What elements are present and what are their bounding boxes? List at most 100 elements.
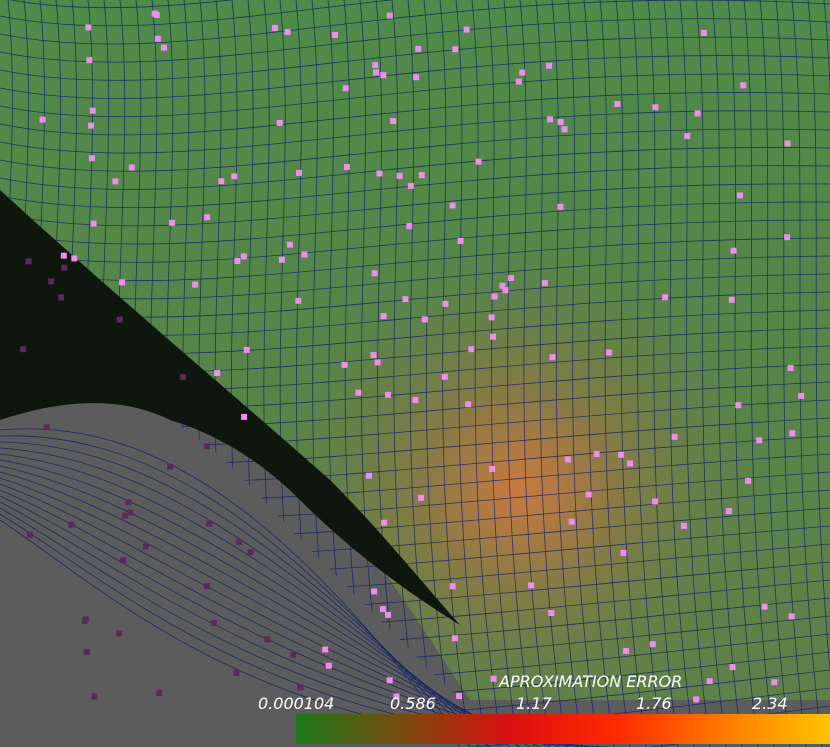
mesh-line	[567, 0, 599, 747]
sample-point	[180, 374, 187, 381]
sample-point	[88, 155, 95, 162]
sample-point	[468, 346, 475, 353]
sample-point	[380, 313, 387, 320]
sample-points	[20, 10, 805, 703]
inner-mesh-line	[0, 495, 571, 747]
sample-point	[730, 247, 737, 254]
sample-point	[342, 85, 349, 92]
sample-point	[296, 169, 302, 176]
inner-mesh	[0, 428, 611, 747]
color-scale-bar	[296, 714, 830, 744]
sample-point	[61, 264, 68, 271]
sample-point	[740, 82, 747, 89]
sample-point	[489, 466, 496, 472]
sample-point	[210, 620, 217, 626]
sample-point	[297, 684, 304, 691]
mesh-line	[0, 73, 830, 118]
sample-point	[20, 346, 27, 353]
sample-point	[204, 214, 211, 221]
sample-point	[86, 57, 93, 64]
mesh-line	[0, 128, 830, 172]
sample-point	[488, 314, 495, 321]
sample-point	[71, 255, 78, 262]
mesh-line	[663, 0, 695, 747]
sample-point	[203, 443, 210, 450]
sample-point	[88, 122, 94, 129]
sample-point	[301, 251, 308, 258]
sample-point	[407, 182, 414, 189]
sample-point	[85, 24, 92, 31]
sample-point	[561, 126, 568, 133]
sample-point	[90, 220, 97, 227]
mesh-line	[519, 0, 551, 747]
sample-point	[557, 203, 564, 210]
mesh-line	[679, 0, 711, 747]
sample-point	[26, 531, 33, 538]
mesh-line	[695, 0, 727, 747]
sample-point	[771, 679, 778, 686]
sample-point	[91, 693, 98, 700]
inner-mesh-line	[0, 483, 551, 747]
sample-point	[322, 646, 329, 653]
sample-point	[671, 433, 678, 440]
sample-point	[700, 30, 707, 36]
mesh-line	[0, 147, 830, 190]
mesh-line	[0, 55, 830, 99]
sample-point	[614, 101, 621, 107]
sample-point	[680, 522, 687, 529]
sample-point	[128, 164, 135, 171]
sample-point	[81, 617, 88, 624]
sample-point	[376, 170, 383, 177]
mesh-line	[615, 0, 647, 747]
sample-point	[264, 636, 271, 643]
mesh-line	[455, 0, 487, 747]
sample-point	[557, 119, 564, 125]
sample-point	[371, 588, 378, 595]
sample-point	[243, 346, 250, 353]
sample-point	[154, 35, 161, 42]
sample-point	[649, 641, 656, 648]
sample-point	[206, 520, 213, 527]
sample-point	[370, 352, 377, 359]
sample-point	[379, 606, 386, 613]
sample-point	[240, 253, 247, 260]
mesh-line	[551, 0, 583, 747]
sample-point	[167, 463, 174, 470]
sample-point	[737, 192, 743, 199]
sample-point	[125, 499, 132, 506]
inner-mesh-line	[0, 489, 561, 747]
sample-point	[735, 402, 742, 409]
sample-point	[380, 72, 387, 79]
sample-point	[386, 12, 393, 19]
sample-point	[58, 294, 65, 301]
sample-point	[745, 477, 752, 484]
sample-point	[620, 549, 627, 556]
sample-point	[729, 664, 736, 671]
mesh-line	[0, 165, 830, 209]
sample-point	[442, 300, 449, 307]
sample-point	[761, 603, 768, 610]
sample-point	[652, 104, 659, 111]
sample-point	[457, 238, 464, 244]
sample-point	[153, 12, 160, 18]
sample-point	[112, 178, 119, 185]
sample-point	[623, 647, 630, 654]
sample-point	[169, 219, 176, 226]
sample-point	[218, 178, 225, 185]
mesh-line	[503, 0, 535, 747]
sample-point	[787, 365, 794, 371]
mesh-line	[648, 723, 830, 747]
sample-point	[528, 582, 535, 589]
sample-point	[728, 296, 735, 303]
sample-point	[83, 649, 90, 656]
inner-mesh-line	[0, 447, 491, 747]
legend-tick-0: 0.000104	[258, 694, 335, 713]
mesh-line	[727, 0, 759, 747]
sample-point	[449, 583, 456, 590]
mesh-line	[0, 92, 830, 136]
mesh-line	[711, 0, 743, 747]
mesh-line	[807, 0, 830, 675]
mesh-line	[631, 0, 663, 747]
